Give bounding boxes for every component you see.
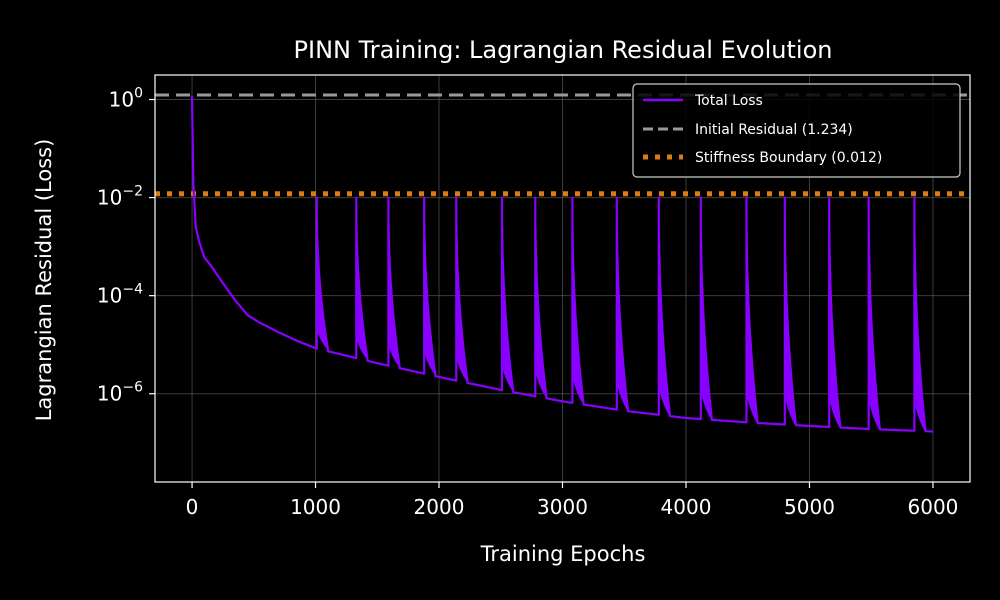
x-tick-label: 2000	[414, 495, 465, 519]
series-layer	[190, 95, 934, 433]
chart-title: PINN Training: Lagrangian Residual Evolu…	[294, 36, 833, 64]
y-ticks: 100 10−2 10−4 10−6	[97, 86, 155, 406]
legend-label-initial-residual: Initial Residual (1.234)	[695, 122, 853, 138]
x-tick-label: 0	[186, 495, 199, 519]
x-tick-label: 6000	[908, 495, 959, 519]
y-tick-label: 10−2	[97, 184, 143, 210]
x-axis-label: Training Epochs	[480, 542, 646, 566]
legend: Total Loss Initial Residual (1.234) Stif…	[632, 83, 961, 178]
x-ticks: 0 1000 2000 3000 4000 5000 6000	[186, 482, 959, 519]
y-axis-label: Lagrangian Residual (Loss)	[32, 139, 56, 422]
y-tick-label: 100	[109, 86, 143, 112]
x-tick-label: 4000	[661, 495, 712, 519]
y-tick-label: 10−4	[97, 282, 143, 308]
x-tick-label: 5000	[784, 495, 835, 519]
y-tick-label: 10−6	[97, 380, 143, 406]
legend-label-stiffness-boundary: Stiffness Boundary (0.012)	[695, 150, 882, 166]
x-tick-label: 1000	[290, 495, 341, 519]
legend-box	[632, 83, 961, 178]
x-tick-label: 3000	[537, 495, 588, 519]
legend-label-total-loss: Total Loss	[694, 93, 763, 109]
total-loss-line	[190, 95, 934, 433]
